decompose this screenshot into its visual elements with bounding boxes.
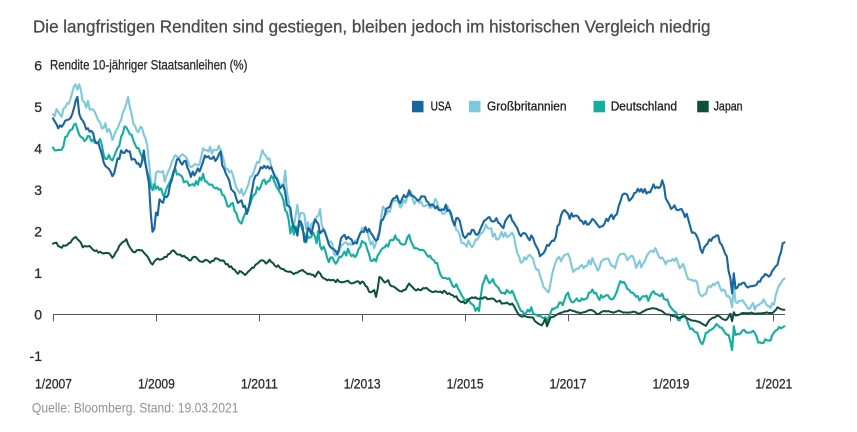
svg-text:Deutschland: Deutschland — [611, 100, 677, 114]
svg-text:1/2011: 1/2011 — [241, 376, 278, 391]
svg-text:Japan: Japan — [714, 100, 743, 114]
svg-text:1/2007: 1/2007 — [35, 376, 72, 391]
svg-text:1/2017: 1/2017 — [550, 376, 587, 391]
svg-text:Die langfristigen Renditen sin: Die langfristigen Renditen sind gestiege… — [33, 17, 711, 37]
svg-text:0: 0 — [34, 306, 42, 322]
svg-text:1/2019: 1/2019 — [652, 376, 689, 391]
svg-text:6: 6 — [34, 57, 42, 73]
svg-text:1: 1 — [34, 265, 42, 281]
svg-text:4: 4 — [34, 140, 42, 156]
svg-text:Großbritannien: Großbritannien — [487, 100, 567, 114]
svg-text:1/2021: 1/2021 — [755, 376, 792, 391]
svg-text:Quelle: Bloomberg. Stand: 19.0: Quelle: Bloomberg. Stand: 19.03.2021 — [32, 400, 239, 416]
svg-text:3: 3 — [34, 182, 42, 198]
svg-text:5: 5 — [34, 99, 42, 115]
svg-text:1/2013: 1/2013 — [344, 376, 381, 391]
svg-text:USA: USA — [431, 100, 452, 114]
svg-text:Rendite 10-jähriger Staatsanle: Rendite 10-jähriger Staatsanleihen (%) — [50, 58, 247, 73]
svg-text:1/2009: 1/2009 — [138, 376, 175, 391]
svg-text:2: 2 — [34, 223, 42, 239]
svg-text:1/2015: 1/2015 — [447, 376, 484, 391]
svg-text:-1: -1 — [30, 348, 43, 364]
